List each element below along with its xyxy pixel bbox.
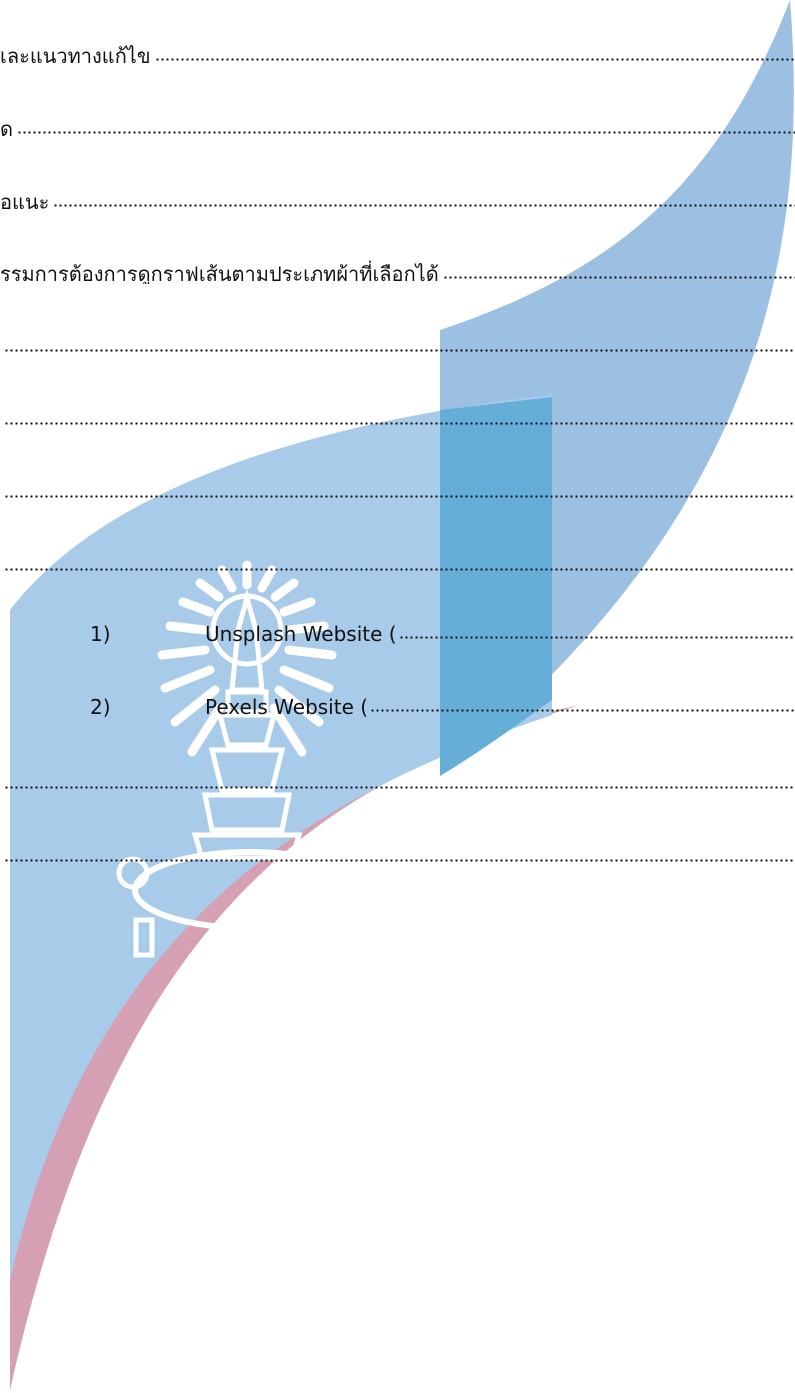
blue-band-overlap <box>440 397 552 776</box>
reference-text: Pexels Website ( <box>205 695 369 719</box>
dot-leader <box>442 276 795 279</box>
dot-leader <box>4 495 795 498</box>
reference-number: 1) <box>90 622 111 646</box>
dot-leader <box>370 709 795 712</box>
dot-leader <box>4 786 795 789</box>
reference-number: 2) <box>90 695 111 719</box>
dot-leader <box>4 349 795 352</box>
dot-leader <box>4 422 795 425</box>
dot-leader <box>398 636 795 639</box>
toc-line: ด <box>0 105 795 139</box>
dot-leader <box>154 58 795 61</box>
toc-text: อแนะ <box>0 190 50 212</box>
toc-line: เละแนวทางแก้ไข <box>0 32 795 66</box>
toc-line: อแนะ <box>0 178 795 212</box>
dot-leader <box>53 204 795 207</box>
toc-line <box>0 396 795 430</box>
toc-text: รรมการต้องการดูกราฟเส้นตามประเภทผ้าที่เล… <box>0 262 439 284</box>
dot-leader <box>17 131 795 134</box>
toc-line <box>0 833 795 867</box>
toc-line <box>0 323 795 357</box>
reference-entry: Pexels Website ( <box>205 697 795 717</box>
dot-leader <box>4 859 795 862</box>
toc-line <box>0 760 795 794</box>
toc-text: เละแนวทางแก้ไข <box>0 44 151 66</box>
reference-entry: Unsplash Website ( <box>205 624 795 644</box>
toc-line: รรมการต้องการดูกราฟเส้นตามประเภทผ้าที่เล… <box>0 250 795 284</box>
toc-line <box>0 469 795 503</box>
toc-line <box>0 542 795 576</box>
dot-leader <box>4 568 795 571</box>
reference-text: Unsplash Website ( <box>205 622 397 646</box>
toc-text: ด <box>0 117 13 139</box>
reference-item: 1) Unsplash Website ( <box>0 614 795 648</box>
reference-item: 2) Pexels Website ( <box>0 687 795 721</box>
